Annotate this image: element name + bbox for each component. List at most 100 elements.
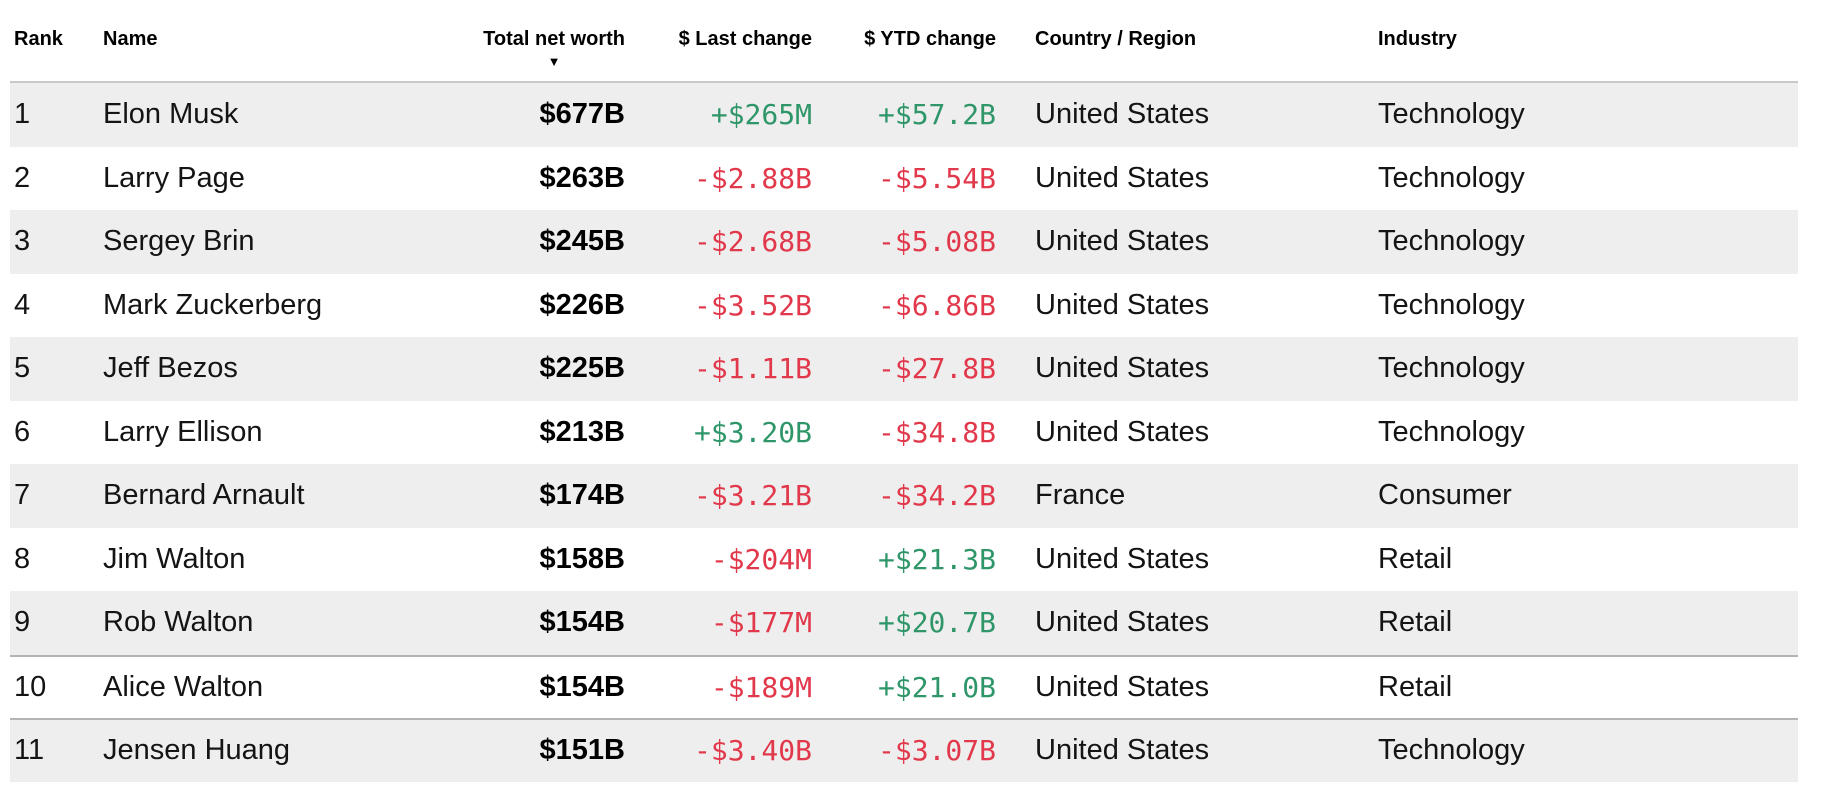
net-worth-cell: $263B — [539, 161, 625, 194]
country-cell: United States — [1035, 606, 1210, 639]
ytd-change-cell: -$5.54B — [877, 161, 996, 195]
industry-cell: Consumer — [1378, 479, 1512, 512]
column-header-last-change[interactable]: $ Last change — [678, 28, 812, 50]
country-cell: United States — [1035, 288, 1210, 321]
industry-cell: Technology — [1378, 225, 1525, 258]
name-cell: Bernard Arnault — [103, 479, 305, 512]
table-body: 1 Elon Musk $677B +$265M +$57.2B United State… — [10, 83, 1798, 782]
table-row[interactable]: 10 Alice Walton $154B -$189M +$21.0B United S… — [10, 654, 1798, 719]
table-row[interactable]: 11 Jensen Huang $151B -$3.40B -$3.07B United … — [10, 718, 1798, 782]
country-cell: France — [1035, 479, 1126, 512]
name-cell: Larry Ellison — [103, 415, 263, 448]
name-cell: Jim Walton — [103, 542, 246, 575]
last-change-cell: -$2.88B — [693, 161, 812, 195]
billionaires-table: Rank Name Total net worth ▼ $ Last chang… — [10, 0, 1798, 782]
column-header-total-net-worth[interactable]: Total net worth ▼ — [425, 28, 625, 71]
country-cell: United States — [1035, 734, 1210, 767]
name-cell: Larry Page — [103, 161, 245, 194]
column-header-rank[interactable]: Rank — [14, 28, 63, 50]
net-worth-cell: $151B — [539, 734, 625, 767]
ytd-change-cell: -$34.2B — [877, 479, 996, 513]
country-cell: United States — [1035, 161, 1210, 194]
last-change-cell: -$189M — [710, 670, 812, 704]
ytd-change-cell: +$21.3B — [877, 542, 996, 576]
name-cell: Jensen Huang — [103, 734, 291, 767]
rank-cell: 4 — [14, 288, 31, 321]
net-worth-cell: $226B — [539, 288, 625, 321]
ytd-change-cell: -$3.07B — [877, 734, 996, 768]
column-header-total-net-worth-label: Total net worth — [483, 28, 625, 50]
last-change-cell: +$265M — [710, 98, 812, 132]
name-cell: Sergey Brin — [103, 225, 255, 258]
rank-cell: 7 — [14, 479, 31, 512]
last-change-cell: -$3.52B — [693, 288, 812, 322]
industry-cell: Retail — [1378, 606, 1453, 639]
net-worth-cell: $158B — [539, 542, 625, 575]
net-worth-cell: $154B — [539, 606, 625, 639]
table-row[interactable]: 4 Mark Zuckerberg $226B -$3.52B -$6.86B Unite… — [10, 274, 1798, 338]
ytd-change-cell: +$20.7B — [877, 606, 996, 640]
rank-cell: 5 — [14, 352, 31, 385]
country-cell: United States — [1035, 225, 1210, 258]
last-change-cell: -$3.21B — [693, 479, 812, 513]
rank-cell: 2 — [14, 161, 31, 194]
rank-cell: 1 — [14, 98, 31, 131]
ytd-change-cell: -$5.08B — [877, 225, 996, 259]
column-header-ytd-change[interactable]: $ YTD change — [864, 28, 996, 50]
net-worth-cell: $213B — [539, 415, 625, 448]
net-worth-cell: $677B — [539, 98, 625, 131]
last-change-cell: -$204M — [710, 542, 812, 576]
last-change-cell: +$3.20B — [693, 415, 812, 449]
rank-cell: 8 — [14, 542, 31, 575]
rank-cell: 9 — [14, 606, 31, 639]
table-row[interactable]: 2 Larry Page $263B -$2.88B -$5.54B United Sta… — [10, 147, 1798, 211]
table-row[interactable]: 9 Rob Walton $154B -$177M +$20.7B United Stat… — [10, 591, 1798, 655]
table-row[interactable]: 6 Larry Ellison $213B +$3.20B -$34.8B United … — [10, 401, 1798, 465]
name-cell: Rob Walton — [103, 606, 254, 639]
sort-desc-icon: ▼ — [547, 54, 561, 69]
country-cell: United States — [1035, 352, 1210, 385]
table-row[interactable]: 1 Elon Musk $677B +$265M +$57.2B United State… — [10, 83, 1798, 147]
name-cell: Alice Walton — [103, 670, 264, 703]
last-change-cell: -$3.40B — [693, 734, 812, 768]
column-header-name[interactable]: Name — [103, 28, 158, 50]
country-cell: United States — [1035, 670, 1210, 703]
name-cell: Jeff Bezos — [103, 352, 238, 385]
net-worth-cell: $154B — [539, 670, 625, 703]
column-header-industry[interactable]: Industry — [1378, 28, 1457, 50]
rank-cell: 11 — [14, 734, 45, 767]
rank-cell: 3 — [14, 225, 31, 258]
ytd-change-cell: -$6.86B — [877, 288, 996, 322]
table-row[interactable]: 3 Sergey Brin $245B -$2.68B -$5.08B United St… — [10, 210, 1798, 274]
table-row[interactable]: 5 Jeff Bezos $225B -$1.11B -$27.8B United Sta… — [10, 337, 1798, 401]
table-row[interactable]: 7 Bernard Arnault $174B -$3.21B -$34.2B Franc… — [10, 464, 1798, 528]
industry-cell: Technology — [1378, 161, 1525, 194]
ytd-change-cell: -$34.8B — [877, 415, 996, 449]
table-header-row: Rank Name Total net worth ▼ $ Last chang… — [10, 0, 1798, 83]
last-change-cell: -$2.68B — [693, 225, 812, 259]
country-cell: United States — [1035, 542, 1210, 575]
ytd-change-cell: +$57.2B — [877, 98, 996, 132]
last-change-cell: -$177M — [710, 606, 812, 640]
industry-cell: Technology — [1378, 734, 1525, 767]
industry-cell: Technology — [1378, 288, 1525, 321]
industry-cell: Technology — [1378, 352, 1525, 385]
industry-cell: Technology — [1378, 415, 1525, 448]
name-cell: Elon Musk — [103, 98, 239, 131]
table-row[interactable]: 8 Jim Walton $158B -$204M +$21.3B United Stat… — [10, 528, 1798, 592]
net-worth-cell: $225B — [539, 352, 625, 385]
country-cell: United States — [1035, 98, 1210, 131]
rank-cell: 10 — [14, 670, 47, 703]
rank-cell: 6 — [14, 415, 31, 448]
name-cell: Mark Zuckerberg — [103, 288, 323, 321]
ytd-change-cell: +$21.0B — [877, 670, 996, 704]
last-change-cell: -$1.11B — [693, 352, 812, 386]
industry-cell: Retail — [1378, 542, 1453, 575]
industry-cell: Technology — [1378, 98, 1525, 131]
industry-cell: Retail — [1378, 670, 1453, 703]
column-header-country-region[interactable]: Country / Region — [1035, 28, 1197, 50]
net-worth-cell: $174B — [539, 479, 625, 512]
net-worth-cell: $245B — [539, 225, 625, 258]
country-cell: United States — [1035, 415, 1210, 448]
ytd-change-cell: -$27.8B — [877, 352, 996, 386]
